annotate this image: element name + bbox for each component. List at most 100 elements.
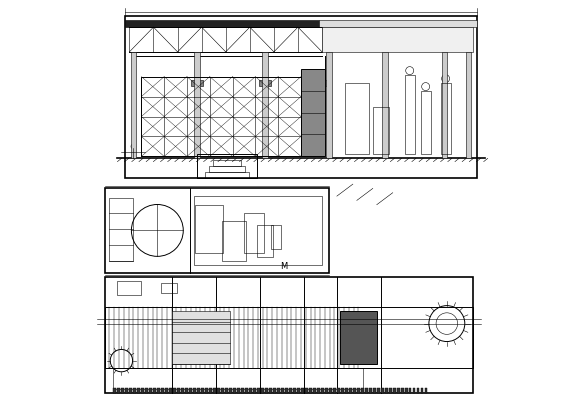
Bar	[329, 388, 332, 393]
Bar	[113, 388, 116, 393]
Bar	[125, 20, 318, 27]
Bar	[149, 388, 152, 393]
Bar	[205, 172, 249, 178]
Bar	[421, 388, 424, 393]
Bar	[253, 388, 256, 393]
Bar	[317, 388, 320, 393]
Bar	[249, 388, 252, 393]
Bar	[161, 283, 177, 293]
Bar	[337, 388, 340, 393]
Bar	[213, 388, 216, 393]
Bar	[169, 388, 172, 393]
Bar	[345, 83, 369, 154]
Bar	[357, 388, 360, 393]
Bar	[117, 281, 142, 295]
Bar	[177, 388, 180, 393]
Bar	[313, 388, 316, 393]
Bar	[105, 307, 473, 367]
Bar	[221, 388, 224, 393]
Bar	[345, 388, 347, 393]
Bar	[213, 160, 241, 166]
Bar	[205, 388, 208, 393]
Bar	[285, 388, 288, 393]
Bar	[245, 388, 248, 393]
Bar	[209, 166, 245, 172]
Text: M: M	[280, 262, 288, 271]
Bar	[257, 388, 260, 393]
Bar	[181, 388, 184, 393]
Bar	[209, 388, 212, 393]
Bar	[373, 388, 376, 393]
Bar	[319, 80, 331, 86]
Bar	[186, 388, 188, 393]
Bar	[401, 388, 403, 393]
Bar	[269, 388, 272, 393]
Bar	[318, 20, 476, 27]
Bar	[421, 91, 431, 154]
Bar	[369, 388, 372, 393]
Bar	[201, 388, 204, 393]
Bar	[244, 213, 264, 253]
Bar	[309, 388, 312, 393]
Bar	[125, 16, 476, 178]
Bar	[233, 388, 236, 393]
Bar	[289, 388, 292, 393]
Bar	[257, 225, 273, 257]
Bar	[129, 388, 132, 393]
Bar	[121, 388, 124, 393]
Bar	[113, 367, 363, 389]
Bar	[281, 388, 284, 393]
Bar	[237, 388, 240, 393]
Bar	[405, 388, 407, 393]
Bar	[265, 388, 268, 393]
Bar	[301, 388, 304, 393]
Bar	[373, 107, 389, 154]
Bar	[105, 188, 329, 273]
Bar	[189, 388, 192, 393]
Bar	[322, 27, 473, 52]
Bar	[392, 388, 395, 393]
Bar	[142, 388, 144, 393]
Bar	[326, 52, 332, 158]
Bar	[361, 388, 364, 393]
Bar	[382, 52, 388, 158]
Bar	[365, 388, 368, 393]
Bar	[259, 80, 271, 86]
Bar	[397, 388, 399, 393]
Bar	[297, 388, 300, 393]
Bar	[138, 388, 140, 393]
Bar	[273, 388, 276, 393]
Bar	[134, 388, 136, 393]
Bar	[195, 205, 223, 253]
Bar	[194, 196, 322, 265]
Bar	[353, 388, 355, 393]
Bar	[157, 388, 160, 393]
Bar	[349, 388, 351, 393]
Bar	[440, 83, 451, 154]
Bar	[194, 52, 200, 158]
Bar	[221, 221, 246, 261]
Bar	[325, 388, 328, 393]
Bar	[142, 77, 301, 156]
Bar	[413, 388, 416, 393]
Bar	[125, 388, 128, 393]
Bar	[172, 311, 230, 363]
Bar	[131, 52, 136, 158]
Bar	[293, 388, 296, 393]
Bar	[165, 388, 168, 393]
Bar	[381, 388, 384, 393]
Bar	[193, 388, 196, 393]
Bar	[341, 388, 344, 393]
Bar	[389, 388, 391, 393]
Bar	[277, 388, 280, 393]
Bar	[405, 75, 414, 154]
Bar	[417, 388, 420, 393]
Bar	[109, 198, 134, 261]
Bar	[105, 277, 473, 393]
Bar	[377, 388, 380, 393]
Bar	[385, 388, 388, 393]
Bar	[261, 388, 264, 393]
Bar	[425, 388, 428, 393]
Bar	[217, 388, 220, 393]
Bar	[442, 52, 447, 158]
